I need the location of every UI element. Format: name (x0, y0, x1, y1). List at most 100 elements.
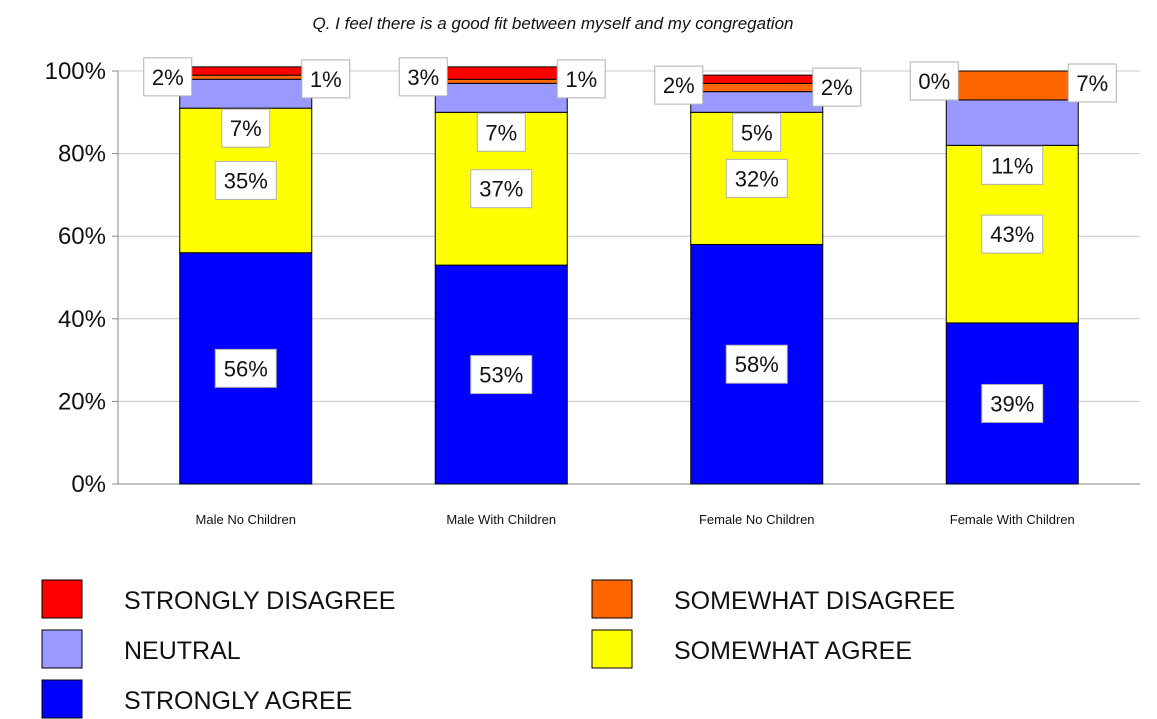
y-tick-label: 80% (58, 141, 106, 168)
bar-segment-somewhat-disagree (434, 78, 568, 84)
legend-label: STRONGLY DISAGREE (124, 587, 395, 615)
data-label-box (654, 65, 704, 105)
data-label: 3% (398, 57, 448, 97)
x-tick-label: Female No Children (699, 512, 815, 527)
legend-swatch (591, 579, 633, 619)
y-tick-label: 40% (58, 306, 106, 333)
data-label-text: 7% (1076, 71, 1108, 96)
bar-segment-neutral (945, 99, 1079, 146)
legend-swatch (41, 629, 83, 669)
bar-segment-neutral (179, 78, 313, 109)
data-label: 2% (143, 57, 193, 97)
data-labels: 56% 35% 7% 1% 2% 53% 37% 7% 1% 3% 58% 32% 5% 2% 2% 39% 4… (143, 57, 1117, 423)
x-tick-label: Male With Children (446, 512, 556, 527)
axes: 0% 20% 40% 60% 80% 100% Male No Children Male W… (45, 58, 1140, 527)
data-label-text: 5% (741, 120, 773, 145)
data-label-box (556, 59, 606, 99)
data-label-text: 43% (990, 222, 1034, 247)
data-label: 1% (556, 59, 606, 99)
data-label-text: 0% (918, 69, 950, 94)
data-label-text: 39% (990, 391, 1034, 416)
data-label-box (470, 355, 533, 395)
y-tick-label: 100% (45, 58, 106, 85)
legend-label: STRONGLY AGREE (124, 687, 352, 715)
data-label: 0% (909, 61, 959, 101)
data-label-box (981, 145, 1044, 185)
legend-swatch (591, 629, 633, 669)
data-label: 2% (812, 67, 862, 107)
bar-segment-strongly-disagree (434, 66, 568, 80)
data-label: 39% (981, 383, 1044, 423)
bar-segment-somewhat-disagree (945, 70, 1079, 101)
x-tick-label: Male No Children (196, 512, 296, 527)
legend-item: STRONGLY DISAGREE (41, 579, 395, 619)
data-label-box (221, 108, 271, 148)
y-tick-label: 20% (58, 388, 106, 415)
data-label-box (981, 383, 1044, 423)
data-label-box (214, 348, 277, 388)
data-label: 2% (654, 65, 704, 105)
data-label-box (981, 214, 1044, 254)
data-label: 7% (1067, 63, 1117, 103)
data-label-text: 7% (230, 116, 262, 141)
data-label-text: 11% (991, 153, 1033, 178)
data-label-box (476, 112, 526, 152)
data-label: 7% (476, 112, 526, 152)
bar-segment-strongly-disagree (179, 66, 313, 76)
legend-item: STRONGLY AGREE (41, 679, 352, 719)
bar-segment-strongly-disagree (690, 74, 824, 84)
data-label-box (725, 344, 788, 384)
data-label: 56% (214, 348, 277, 388)
data-label-text: 56% (224, 356, 268, 381)
bar-segment-neutral (434, 82, 568, 113)
data-label-text: 2% (821, 75, 853, 100)
y-tick-label: 0% (71, 471, 106, 498)
legend-item: NEUTRAL (41, 629, 241, 669)
data-label-box (732, 112, 782, 152)
data-label: 53% (470, 355, 533, 395)
data-label: 5% (732, 112, 782, 152)
data-label: 11% (981, 145, 1044, 185)
data-label-text: 32% (735, 166, 779, 191)
data-label-box (909, 61, 959, 101)
data-label-text: 7% (485, 120, 517, 145)
data-label-text: 37% (479, 177, 523, 202)
data-label-text: 1% (310, 67, 342, 92)
data-label-box (214, 160, 277, 200)
y-tick-label: 60% (58, 223, 106, 250)
data-label: 32% (725, 158, 788, 198)
bar-segment-strongly-agree (434, 264, 568, 485)
bar-segment-neutral (690, 91, 824, 113)
bars (179, 66, 1079, 485)
data-label-text: 53% (479, 363, 523, 388)
data-label: 1% (301, 59, 351, 99)
data-label: 37% (470, 169, 533, 209)
data-label: 58% (725, 344, 788, 384)
data-label-text: 35% (224, 168, 268, 193)
data-label-text: 2% (663, 73, 695, 98)
legend-item: SOMEWHAT DISAGREE (591, 579, 955, 619)
data-label-box (143, 57, 193, 97)
legend-label: SOMEWHAT DISAGREE (674, 587, 955, 615)
legend-swatch (41, 679, 83, 719)
data-label-box (470, 169, 533, 209)
data-label-box (1067, 63, 1117, 103)
legend-item: SOMEWHAT AGREE (591, 629, 912, 669)
data-label: 43% (981, 214, 1044, 254)
data-label-text: 1% (565, 67, 597, 92)
legend-swatch (41, 579, 83, 619)
bar-segment-somewhat-disagree (690, 82, 824, 93)
data-label-box (301, 59, 351, 99)
legend-label: NEUTRAL (124, 637, 241, 665)
data-label-box (398, 57, 448, 97)
legend: STRONGLY DISAGREE SOMEWHAT DISAGREE NEUTRA… (41, 579, 955, 719)
chart-title: Q. I feel there is a good fit between my… (313, 14, 794, 33)
data-label-box (812, 67, 862, 107)
data-label-text: 3% (407, 65, 439, 90)
data-label-box (725, 158, 788, 198)
data-label-text: 58% (735, 352, 779, 377)
data-label: 35% (214, 160, 277, 200)
bar-segment-somewhat-disagree (179, 74, 313, 80)
legend-label: SOMEWHAT AGREE (674, 637, 912, 665)
